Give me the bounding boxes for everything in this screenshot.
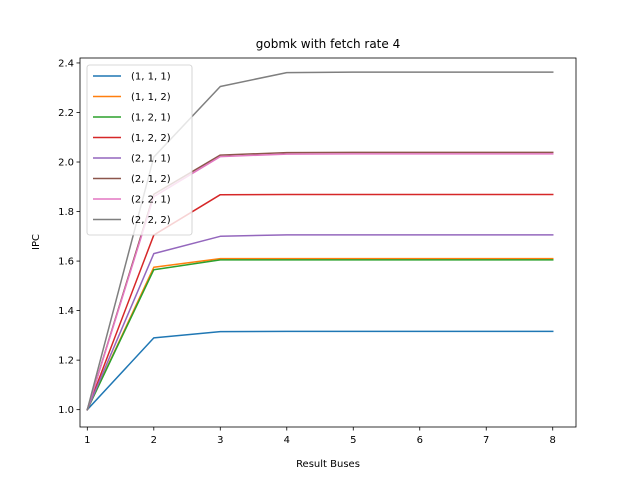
series-line-1 — [86, 330, 554, 411]
x-tick-label: 7 — [483, 435, 489, 446]
legend-box — [86, 64, 193, 236]
axes-layer: 1 2 3 4 5 6 7 8 1.0 1.2 1.4 1.6 1.8 2.0 2.2 2.4 — [58, 57, 577, 446]
series-line-3 — [86, 259, 554, 411]
legend-label-1: (1, 1, 1) — [131, 72, 171, 83]
y-tick-label: 2.4 — [58, 58, 74, 69]
plot-frame — [79, 57, 577, 428]
x-tick-label: 4 — [284, 435, 290, 446]
legend-label-3: (1, 2, 1) — [131, 113, 171, 124]
x-tick-label: 1 — [84, 435, 90, 446]
y-axis-label: IPC — [31, 234, 42, 250]
legend-label-6: (2, 1, 2) — [131, 174, 171, 185]
legend-label-7: (2, 2, 1) — [131, 195, 171, 206]
y-tick-label: 1.4 — [58, 306, 74, 317]
y-tick-label: 1.8 — [58, 207, 74, 218]
x-axis-label: Result Buses — [296, 459, 360, 470]
legend-label-4: (1, 2, 2) — [131, 133, 171, 144]
series-line-5 — [86, 234, 554, 411]
x-tick-label: 8 — [550, 435, 556, 446]
legend-label-2: (1, 1, 2) — [131, 92, 171, 103]
x-tick-label: 5 — [350, 435, 356, 446]
x-tick-label: 6 — [417, 435, 423, 446]
legend-label-8: (2, 2, 2) — [131, 215, 171, 226]
legend: (1, 1, 1) (1, 1, 2) (1, 2, 1) (1, 2, 2) (2, … — [86, 64, 193, 236]
y-tick-label: 1.0 — [58, 405, 74, 416]
x-tick-label: 2 — [151, 435, 157, 446]
y-tick-label: 2.2 — [58, 108, 74, 119]
chart-title: gobmk with fetch rate 4 — [256, 37, 400, 51]
y-tick-label: 1.2 — [58, 356, 74, 367]
y-tick-label: 1.6 — [58, 257, 74, 268]
series-line-2 — [86, 257, 554, 411]
y-tick-label: 2.0 — [58, 158, 74, 169]
x-tick-label: 3 — [217, 435, 223, 446]
legend-label-5: (2, 1, 1) — [131, 154, 171, 165]
